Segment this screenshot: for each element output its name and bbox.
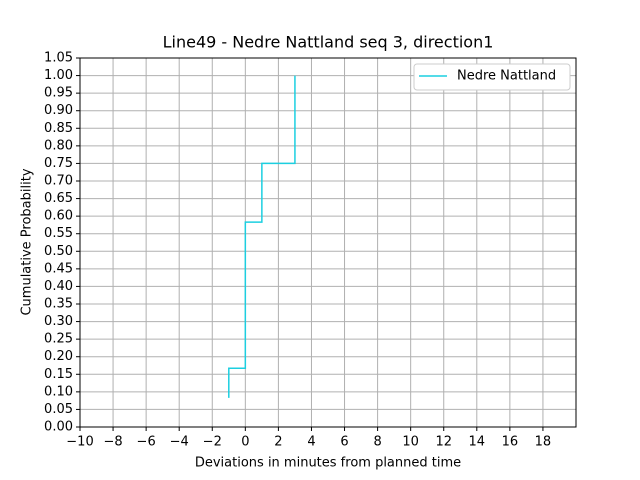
x-tick-label: 8 [373,435,381,450]
y-tick-label: 0.05 [44,402,73,417]
x-tick-label: −6 [137,435,156,450]
y-tick-label: 0.30 [44,314,73,329]
x-tick-label: 2 [274,435,282,450]
y-tick-label: 0.00 [44,420,73,435]
y-tick-label: 0.75 [44,156,73,171]
x-tick-label: 16 [502,435,519,450]
y-tick-label: 0.15 [44,367,73,382]
y-tick-label: 0.45 [44,261,73,276]
y-tick-label: 0.40 [44,279,73,294]
x-tick-label: 0 [241,435,249,450]
chart-title: Line49 - Nedre Nattland seq 3, direction… [163,33,494,52]
y-tick-label: 0.95 [44,86,73,101]
x-axis-label: Deviations in minutes from planned time [195,456,461,471]
x-tick-label: 14 [469,435,486,450]
x-tick-label: −2 [203,435,222,450]
y-tick-label: 0.20 [44,349,73,364]
y-tick-label: 0.85 [44,121,73,136]
x-tick-label: 4 [307,435,315,450]
legend-box [413,63,571,91]
x-tick-label: 18 [535,435,552,450]
y-tick-label: 1.05 [44,51,73,66]
y-tick-label: 0.35 [44,297,73,312]
x-tick-label: −8 [103,435,122,450]
y-tick-label: 0.90 [44,103,73,118]
x-tick-label: −10 [66,435,93,450]
legend-label: Nedre Nattland [457,69,556,84]
x-tick-label: 12 [435,435,452,450]
y-tick-label: 0.60 [44,209,73,224]
x-tick-label: −4 [170,435,189,450]
x-tick-label: 10 [402,435,419,450]
y-tick-label: 0.55 [44,226,73,241]
y-tick-label: 0.65 [44,191,73,206]
y-tick-label: 0.50 [44,244,73,259]
plot-frame [79,57,577,428]
y-axis-label: Cumulative Probability [20,168,35,315]
series-line [228,75,296,398]
y-tick-label: 0.70 [44,174,73,189]
y-tick-label: 0.80 [44,138,73,153]
x-tick-label: 6 [340,435,348,450]
y-tick-label: 0.10 [44,384,73,399]
y-tick-label: 0.25 [44,332,73,347]
y-tick-label: 1.00 [44,68,73,83]
